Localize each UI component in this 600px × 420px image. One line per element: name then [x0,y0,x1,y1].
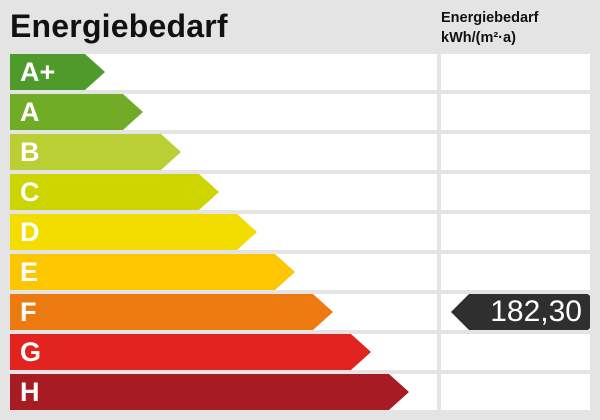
value-cell [441,374,590,410]
value-cell [441,254,590,290]
energy-class-bar: A [10,94,143,130]
energy-class-bar: A+ [10,54,105,90]
energy-class-bar: F [10,294,333,330]
energy-class-label: G [20,337,42,367]
page-title: Energiebedarf [10,8,228,44]
energy-class-label: C [20,177,40,207]
energy-class-label: E [20,257,39,287]
energy-class-label: A+ [20,57,56,87]
energy-class-label: A [20,97,40,127]
energy-class-bar: H [10,374,409,410]
energy-class-label: F [20,297,37,327]
unit-header-unit: kWh/(m²·a) [441,30,516,46]
value-cell [441,94,590,130]
energy-class-bar: E [10,254,295,290]
value-cell [441,174,590,210]
unit-header-label: Energiebedarf [441,10,539,26]
value-cell [441,54,590,90]
energy-class-bar: C [10,174,219,210]
energy-class-label: H [20,377,40,407]
value-cell [441,134,590,170]
unit-header: Energiebedarf kWh/(m²·a) [441,8,539,48]
value-cell [441,214,590,250]
energy-class-label: D [20,217,40,247]
energy-class-bar: G [10,334,371,370]
energy-class-label: B [20,137,40,167]
energy-class-bar: D [10,214,257,250]
value-cell [441,334,590,370]
value-text: 182,30 [490,295,582,328]
energy-class-bar: B [10,134,181,170]
value-badge: 182,30 [451,294,590,330]
